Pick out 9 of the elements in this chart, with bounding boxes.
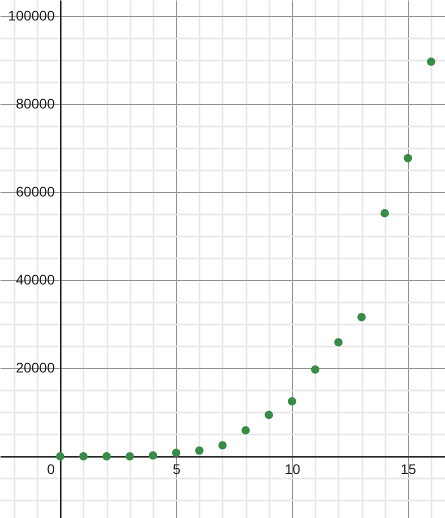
x-tick-label: 5 xyxy=(172,460,181,477)
y-tick-label: 40000 xyxy=(16,272,55,288)
x-tick-label: 15 xyxy=(400,460,416,477)
y-tick-label: 100000 xyxy=(8,7,55,24)
y-tick-label: 60000 xyxy=(16,184,55,200)
x-tick-label: 10 xyxy=(284,460,301,477)
y-tick-label: 80000 xyxy=(16,95,55,112)
x-tick-label: 0 xyxy=(46,460,55,477)
y-tick-label: 20000 xyxy=(16,360,55,376)
